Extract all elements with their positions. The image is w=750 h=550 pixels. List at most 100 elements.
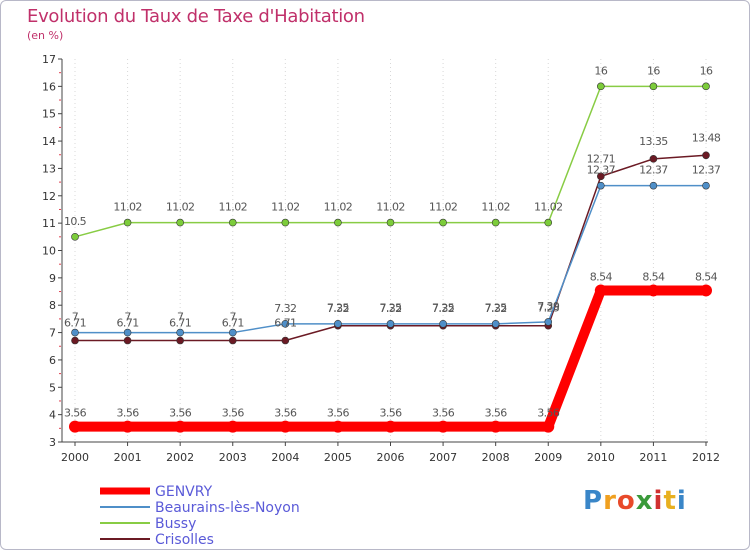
data-point: [228, 336, 237, 345]
data-point: [334, 320, 342, 328]
data-label: 3.56: [379, 407, 402, 420]
y-tick-label: 12: [42, 190, 56, 203]
x-tick-label: 2011: [639, 451, 667, 464]
data-label: 8.54: [695, 270, 718, 283]
data-label: 7.25: [537, 302, 560, 315]
data-label: 12.37: [692, 164, 721, 177]
x-tick-label: 2002: [166, 451, 194, 464]
data-label: 3.56: [222, 407, 245, 420]
chart-title: Evolution du Taux de Taxe d'Habitation: [27, 6, 365, 27]
y-tick-label: 4: [49, 409, 56, 422]
data-point: [176, 218, 184, 227]
logo-letter: i: [676, 486, 687, 516]
data-point: [702, 151, 710, 160]
data-label: 7.25: [327, 302, 350, 315]
data-label: 6.71: [169, 317, 191, 330]
data-label: 11.02: [166, 201, 195, 214]
data-point: [71, 336, 79, 345]
data-label: 13.48: [692, 131, 721, 144]
data-point: [281, 336, 290, 345]
data-label: 3.56: [537, 407, 560, 420]
data-label: 6.71: [117, 317, 139, 330]
data-point: [121, 420, 134, 433]
data-point: [489, 420, 502, 433]
data-label: 6.71: [274, 317, 296, 330]
data-label: 16: [647, 64, 660, 77]
data-label: 7.39: [537, 300, 560, 313]
data-label: 7: [230, 311, 237, 324]
x-tick-label: 2012: [692, 451, 720, 464]
data-label: 16: [594, 64, 607, 77]
data-label: 3.56: [117, 407, 140, 420]
data-point: [700, 284, 712, 297]
data-label: 3.56: [64, 407, 87, 420]
data-point: [228, 218, 237, 227]
data-point: [123, 336, 132, 345]
data-point: [226, 420, 239, 433]
data-point: [279, 420, 292, 433]
data-label: 3.56: [327, 407, 350, 420]
legend-label: Bussy: [155, 516, 196, 532]
data-point: [281, 218, 290, 227]
data-point: [437, 420, 450, 433]
data-point: [71, 328, 79, 337]
proxiti-logo: Proxiti: [583, 486, 687, 516]
data-label: 8.54: [642, 270, 665, 283]
x-tick-label: 2009: [534, 451, 562, 464]
data-label: 7.32: [379, 302, 401, 315]
data-label: 3.56: [432, 407, 455, 420]
data-label: 12.37: [639, 164, 668, 177]
data-point: [649, 82, 658, 91]
data-point: [544, 218, 553, 227]
data-label: 7: [72, 311, 79, 324]
x-tick-label: 2000: [61, 451, 89, 464]
logo-letter: x: [635, 486, 654, 516]
data-label: 7: [177, 311, 184, 324]
data-point: [702, 181, 710, 190]
data-label: 7.32: [274, 302, 296, 315]
y-tick-label: 15: [42, 108, 56, 121]
data-label: 11.02: [113, 201, 142, 214]
data-point: [597, 181, 605, 190]
data-label: 7.32: [485, 302, 507, 315]
data-label: 6.71: [64, 317, 86, 330]
data-point: [647, 284, 660, 297]
axes: 3 4 5 6 7 8 9 10 11 12 13 14 15 16 17 2000 2001 2002 2003 2…: [42, 53, 720, 464]
data-point: [228, 328, 237, 337]
data-label: 11.02: [376, 201, 405, 214]
data-label: 7.32: [432, 302, 454, 315]
x-tick-label: 2008: [482, 451, 510, 464]
legend-label: Beaurains-lès-Noyon: [155, 500, 300, 516]
y-tick-label: 6: [49, 354, 56, 367]
data-point: [174, 420, 187, 433]
y-tick-label: 8: [49, 299, 56, 312]
legend-label: Crisolles: [155, 532, 214, 548]
y-tick-label: 9: [49, 272, 56, 285]
data-point: [491, 218, 500, 227]
data-label: 7.25: [432, 302, 455, 315]
x-tick-label: 2003: [219, 451, 247, 464]
data-label: 7.25: [485, 302, 508, 315]
grid-lines: [74, 59, 707, 442]
data-label: 3.56: [169, 407, 192, 420]
data-point: [176, 328, 184, 337]
x-tick-label: 2006: [377, 451, 405, 464]
data-label: 11.02: [429, 201, 458, 214]
y-tick-label: 16: [42, 80, 56, 93]
data-label: 12.71: [587, 152, 616, 165]
data-point: [281, 320, 290, 328]
data-label: 6.71: [222, 317, 244, 330]
y-tick-label: 10: [42, 245, 56, 258]
data-point: [176, 336, 184, 345]
y-tick-label: 13: [42, 162, 56, 175]
series-points: [69, 82, 712, 433]
data-label: 11.02: [271, 201, 300, 214]
data-label: 7.32: [327, 302, 349, 315]
data-label: 11.02: [219, 201, 248, 214]
data-label: 11.02: [534, 201, 563, 214]
x-tick-label: 2010: [587, 451, 615, 464]
x-tick-label: 2007: [429, 451, 457, 464]
data-point: [594, 284, 607, 297]
data-point: [649, 155, 658, 163]
y-tick-label: 3: [49, 436, 56, 449]
